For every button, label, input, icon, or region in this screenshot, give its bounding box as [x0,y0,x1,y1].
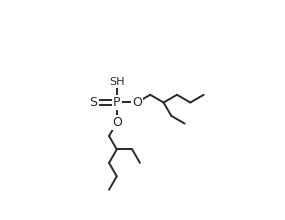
Text: O: O [132,96,142,109]
Text: O: O [112,116,122,129]
Text: SH: SH [109,77,125,87]
Text: S: S [89,96,97,109]
Text: P: P [113,96,121,109]
